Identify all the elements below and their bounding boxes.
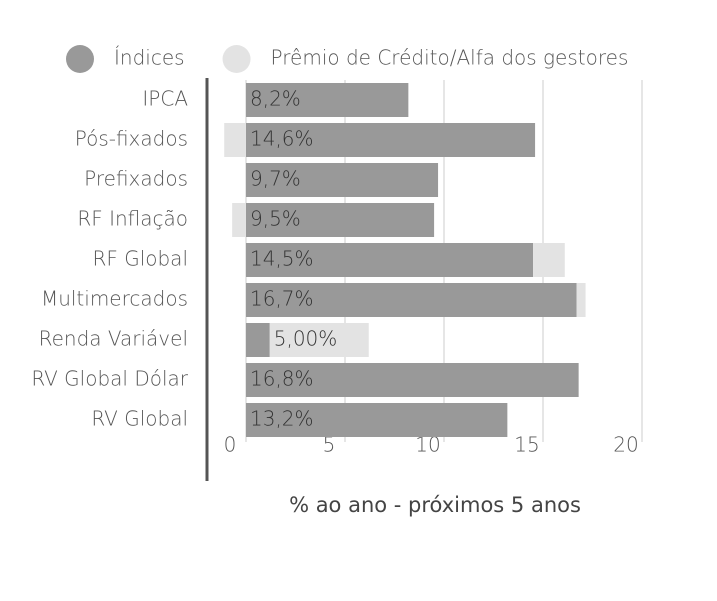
bar	[246, 243, 534, 277]
y-tick-label: RF Inflação	[77, 207, 188, 231]
value-label: 13,2%	[250, 407, 314, 431]
x-tick-label: 0	[224, 433, 237, 457]
legend-label: Índices	[114, 46, 185, 70]
legend-marker	[222, 45, 251, 73]
value-label: 16,8%	[250, 367, 314, 391]
bar	[576, 283, 586, 317]
bar	[246, 323, 270, 357]
value-label: 8,2%	[250, 87, 301, 111]
x-axis-label: % ao ano - próximos 5 anos	[289, 493, 581, 517]
bar	[232, 203, 246, 237]
bar	[246, 203, 435, 237]
value-label: 14,6%	[250, 127, 314, 151]
value-label: 9,5%	[250, 207, 301, 231]
value-label: 16,7%	[250, 287, 314, 311]
y-tick-label: RF Global	[92, 247, 188, 271]
bar	[246, 403, 508, 437]
bar	[246, 363, 579, 397]
legend-marker	[66, 45, 94, 73]
bar	[246, 123, 536, 157]
value-label: 9,7%	[250, 167, 301, 191]
bar	[246, 283, 577, 317]
x-tick-label: 5	[323, 433, 336, 457]
y-tick-label: IPCA	[142, 87, 188, 111]
value-label: 5,00%	[274, 327, 338, 351]
x-tick-label: 20	[613, 433, 638, 457]
y-tick-label: Prefixados	[84, 167, 188, 191]
y-tick-label: Multimercados	[41, 287, 188, 311]
bar	[533, 243, 565, 277]
bar	[224, 123, 246, 157]
y-tick-label: RV Global	[91, 407, 188, 431]
bar	[269, 323, 369, 357]
y-tick-label: Renda Variável	[39, 327, 188, 351]
legend-label: Prêmio de Crédito/Alfa dos gestores	[271, 46, 629, 70]
bar	[246, 83, 409, 117]
value-label: 14,5%	[250, 247, 314, 271]
x-tick-label: 15	[514, 433, 539, 457]
y-tick-label: Pós-fixados	[75, 127, 188, 151]
y-tick-label: RV Global Dólar	[31, 367, 188, 391]
bar	[246, 163, 439, 197]
